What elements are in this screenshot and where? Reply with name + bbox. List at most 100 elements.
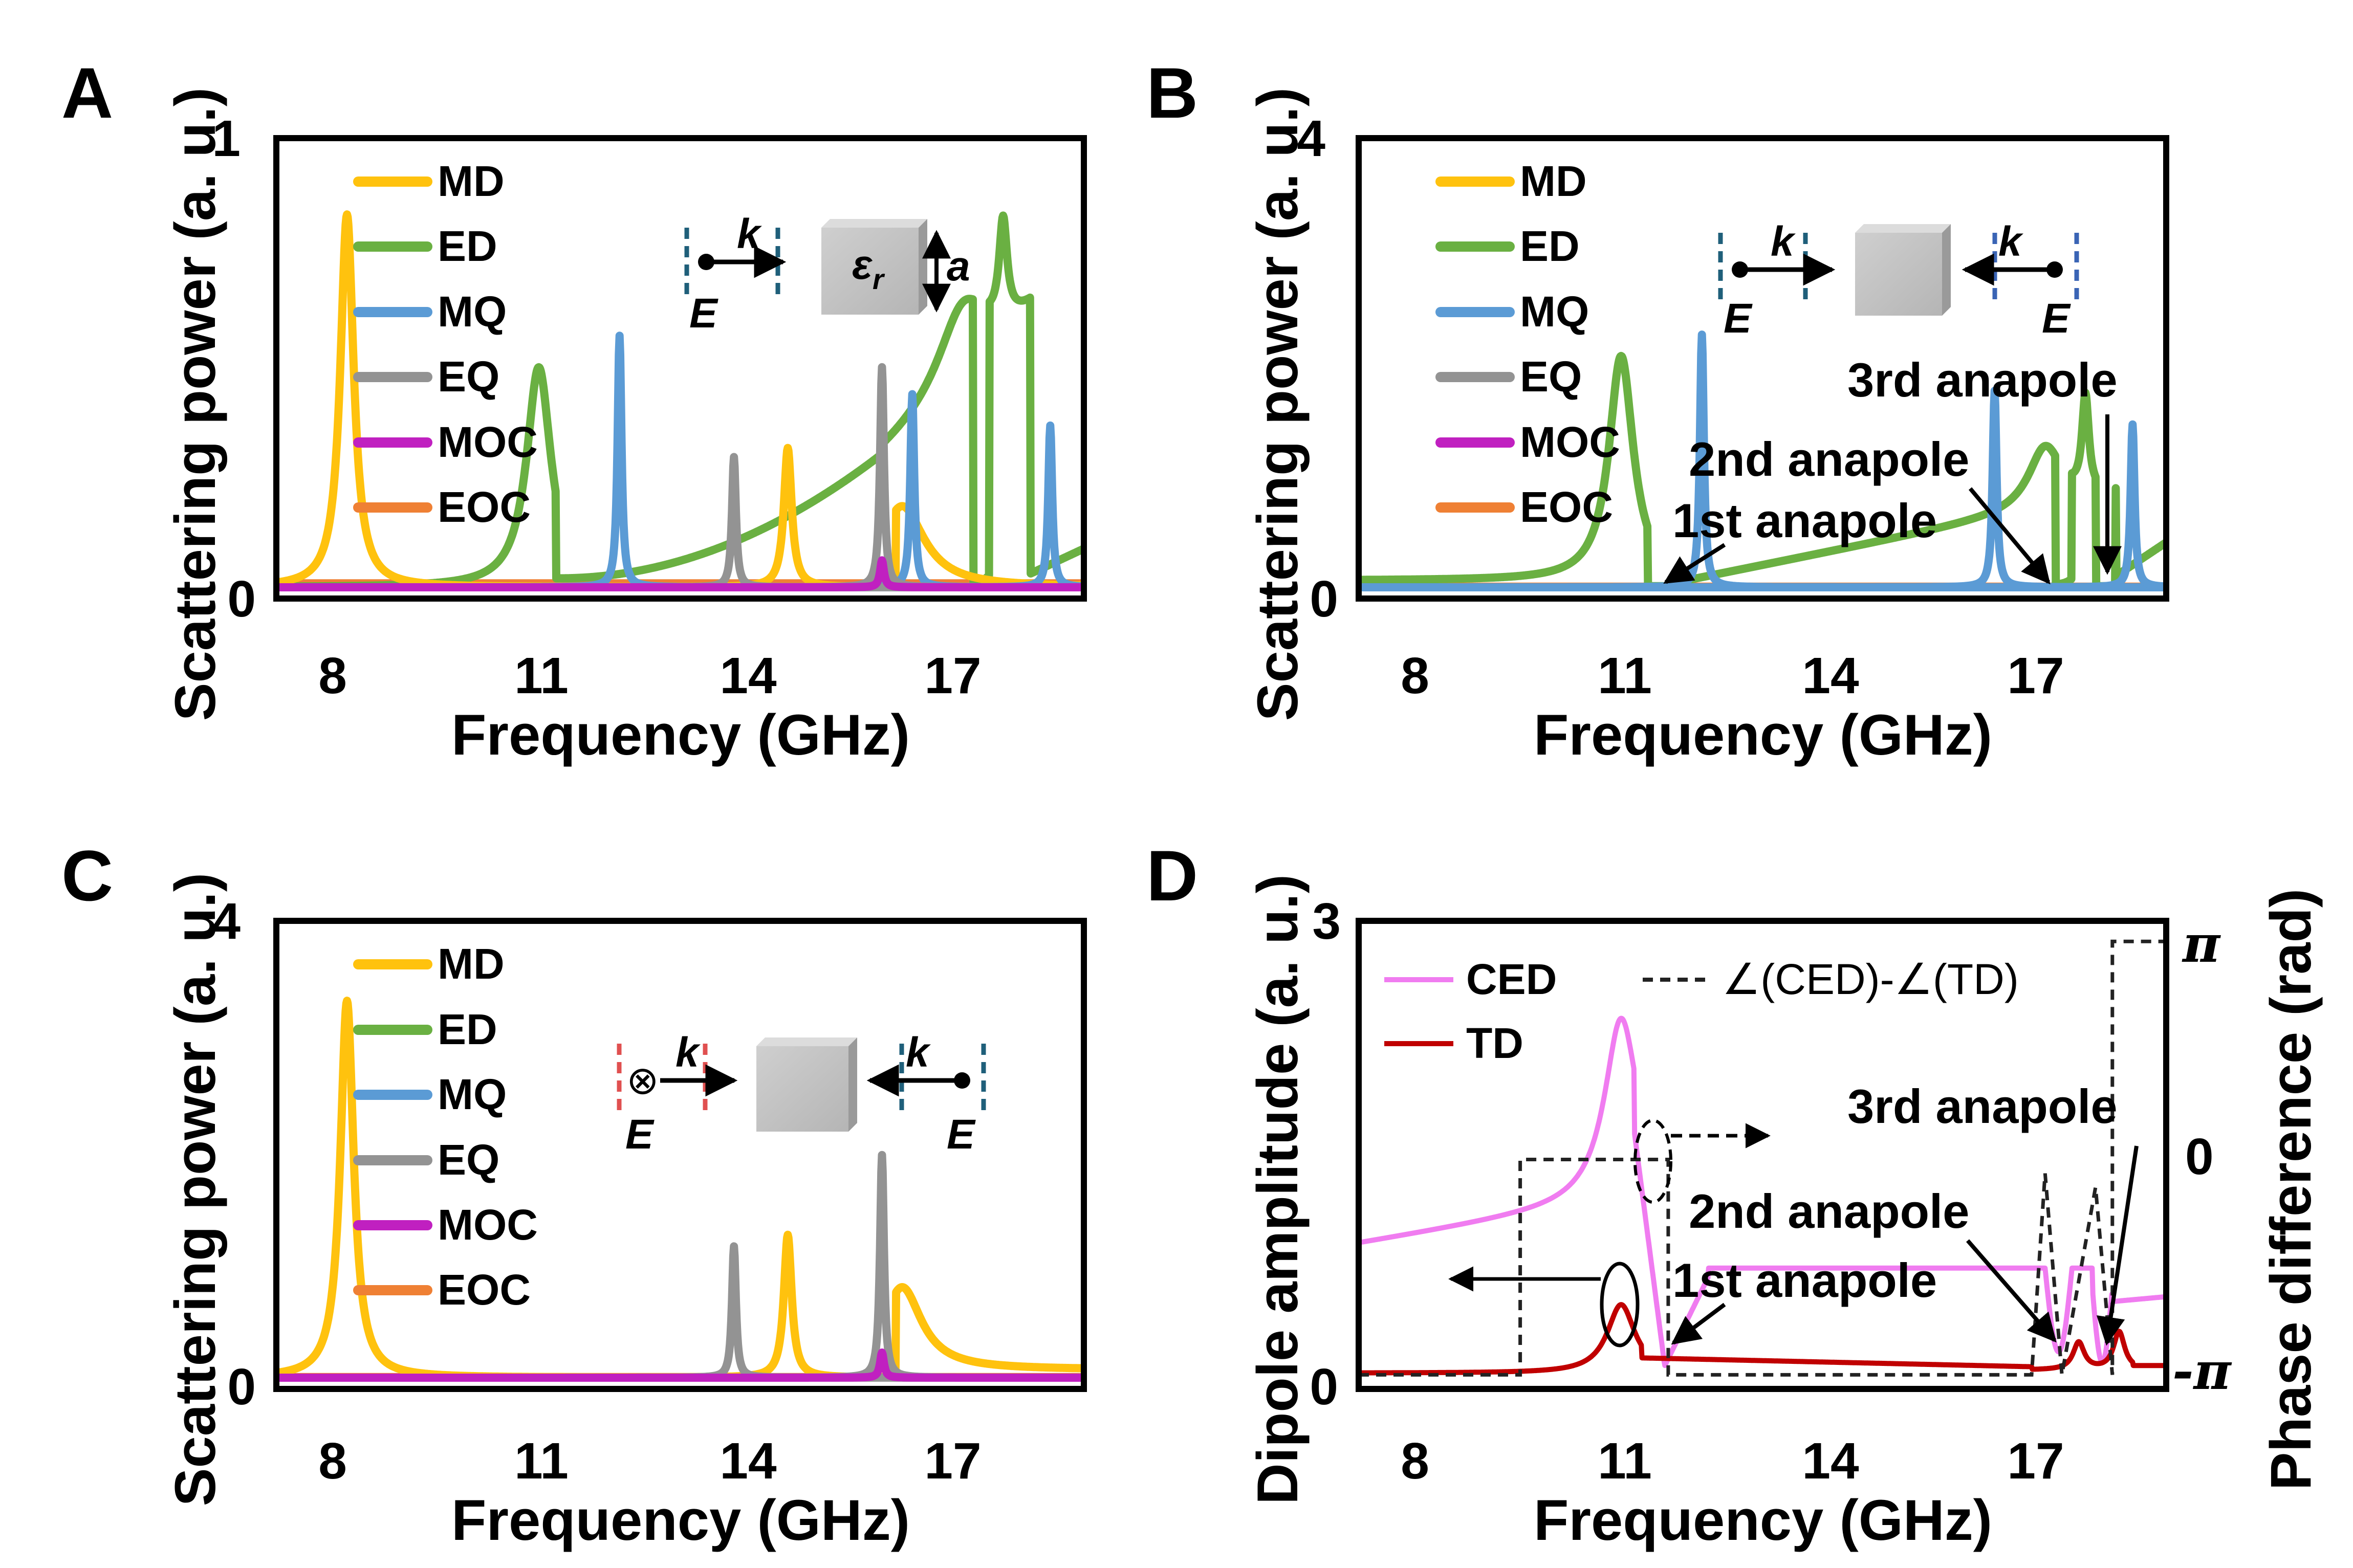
annotation-3rd-anapole: 3rd anapole bbox=[1847, 353, 2118, 407]
inset-label: E bbox=[689, 290, 718, 337]
x-tick-label: 14 bbox=[1802, 1432, 1859, 1490]
x-tick-label: 17 bbox=[924, 1432, 981, 1490]
panel-b-letter: B bbox=[1146, 53, 1198, 133]
inset-label: k bbox=[676, 1029, 701, 1076]
inset-label: a bbox=[947, 243, 970, 290]
legend-label: CED bbox=[1466, 955, 1557, 1003]
y-right-tick-label: -π bbox=[2172, 1341, 2232, 1401]
y-tick-label: 0 bbox=[227, 570, 256, 628]
x-axis-title: Frequency (GHz) bbox=[451, 1488, 910, 1552]
y-tick-label: 0 bbox=[227, 1358, 256, 1416]
inset-label: ⊗ bbox=[626, 1059, 659, 1102]
x-axis-title: Frequency (GHz) bbox=[1534, 1488, 1992, 1552]
eq-peak bbox=[273, 363, 1087, 591]
y-right-tick-label: 0 bbox=[2185, 1128, 2214, 1185]
legend-label: MQ bbox=[438, 288, 507, 336]
x-tick-label: 11 bbox=[514, 647, 569, 704]
annotation-2nd-anapole: 2nd anapole bbox=[1689, 1184, 1969, 1238]
y-tick-label: 3 bbox=[1312, 893, 1341, 950]
annotations: 3rd anapole 2nd anapole 1st anapole bbox=[1448, 1079, 2139, 1348]
annotation-2nd-anapole: 2nd anapole bbox=[1689, 432, 1969, 486]
panel-c-frame bbox=[273, 918, 1087, 1392]
panel-a-frame bbox=[273, 135, 1087, 602]
panel-a-curves bbox=[273, 210, 1087, 591]
legend: MD ED MQ EQ MOC EOC bbox=[353, 940, 538, 1314]
legend-label: MOC bbox=[438, 1201, 538, 1249]
legend-label: EQ bbox=[1520, 352, 1582, 401]
x-tick-label: 14 bbox=[720, 647, 777, 704]
inset-label: E bbox=[625, 1111, 655, 1158]
legend-label: ∠(CED)-∠(TD) bbox=[1722, 955, 2019, 1003]
y-right-axis-title: Phase difference (rad) bbox=[2259, 889, 2323, 1490]
moc-peak bbox=[273, 1348, 1087, 1382]
x-tick-label: 11 bbox=[1598, 1432, 1652, 1490]
legend-label: EOC bbox=[438, 483, 531, 531]
inset-label: E bbox=[947, 1111, 976, 1158]
panel-a-letter: A bbox=[61, 53, 113, 133]
inset-diagram: k E k E bbox=[1718, 218, 2079, 342]
y-tick-label: 0 bbox=[1310, 1358, 1338, 1416]
annotation-3rd-anapole: 3rd anapole bbox=[1847, 1079, 2118, 1133]
panel-c-letter: C bbox=[61, 835, 113, 916]
legend-label: MD bbox=[1520, 157, 1587, 205]
x-tick-label: 8 bbox=[1401, 647, 1429, 704]
legend-label: MD bbox=[438, 157, 505, 205]
annotations: 3rd anapole 2nd anapole 1st anapole bbox=[1663, 353, 2122, 585]
inset-diagram: k E ε r a bbox=[684, 211, 970, 337]
moc-peak bbox=[273, 556, 1087, 591]
x-tick-label: 14 bbox=[1802, 647, 1859, 704]
td-series-line bbox=[1357, 1302, 2168, 1376]
y-tick-label: 4 bbox=[212, 893, 241, 950]
panel-d-letter: D bbox=[1146, 835, 1198, 916]
x-tick-label: 17 bbox=[2007, 647, 2064, 704]
y-right-tick-label: π bbox=[2182, 914, 2221, 974]
y-axis-title: Scattering power (a. u.) bbox=[163, 873, 227, 1506]
inset-label: E bbox=[1724, 295, 1753, 342]
legend-label: MQ bbox=[1520, 288, 1589, 336]
y-axis-title: Dipole amplitude (a. u.) bbox=[1246, 874, 1310, 1505]
legend: CED TD ∠(CED)-∠(TD) bbox=[1384, 955, 2019, 1067]
x-tick-label: 17 bbox=[924, 647, 981, 704]
panel-c: C 4 0 8 11 14 17 Frequency (GHz) Scatter… bbox=[61, 835, 1087, 1552]
panel-b-curves bbox=[1355, 330, 2170, 591]
annotation-1st-anapole: 1st anapole bbox=[1672, 494, 1937, 547]
inset-label: k bbox=[906, 1029, 931, 1076]
eq-peak bbox=[273, 1151, 1087, 1382]
panel-d-curves bbox=[1357, 939, 2168, 1377]
legend-label: ED bbox=[438, 222, 497, 270]
mq-peak bbox=[1355, 420, 2170, 591]
inset-label: k bbox=[1998, 218, 2024, 265]
ced-series-line bbox=[1357, 1015, 2168, 1368]
panel-d-frame bbox=[1356, 918, 2169, 1392]
y-axis-title: Scattering power (a. u.) bbox=[163, 87, 227, 721]
inset-label: E bbox=[2042, 295, 2071, 342]
phase-difference-series-line bbox=[1359, 939, 2166, 1377]
legend: MD ED MQ EQ MOC EOC bbox=[1435, 157, 1620, 531]
annotation-1st-anapole: 1st anapole bbox=[1672, 1253, 1937, 1307]
x-tick-label: 8 bbox=[318, 1432, 347, 1490]
legend-label: MQ bbox=[438, 1070, 507, 1118]
panel-a: A 1 0 8 11 14 17 Frequency (GHz) Scatter… bbox=[61, 53, 1087, 767]
legend: MD ED MQ EQ MOC EOC bbox=[353, 157, 538, 531]
inset-label: r bbox=[873, 263, 885, 295]
legend-label: EOC bbox=[1520, 483, 1613, 531]
x-tick-label: 11 bbox=[1598, 647, 1652, 704]
mq-peak bbox=[1355, 386, 2170, 591]
x-tick-label: 17 bbox=[2007, 1432, 2064, 1490]
panel-c-curves bbox=[273, 997, 1087, 1382]
x-tick-label: 14 bbox=[720, 1432, 777, 1490]
legend-label: EQ bbox=[438, 352, 499, 401]
x-tick-label: 8 bbox=[318, 647, 347, 704]
y-axis-title: Scattering power (a. u.) bbox=[1246, 87, 1310, 721]
ed-series-line bbox=[1355, 351, 2170, 590]
eq-peak bbox=[273, 453, 1087, 591]
x-tick-label: 11 bbox=[514, 1432, 569, 1490]
legend-label: EQ bbox=[438, 1136, 499, 1184]
legend-label: ED bbox=[1520, 222, 1580, 270]
legend-label: TD bbox=[1466, 1019, 1523, 1067]
inset-diagram: ⊗ k E k E bbox=[617, 1029, 986, 1158]
legend-label: MOC bbox=[438, 418, 538, 466]
legend-label: EOC bbox=[438, 1266, 531, 1314]
inset-label: k bbox=[737, 211, 762, 257]
